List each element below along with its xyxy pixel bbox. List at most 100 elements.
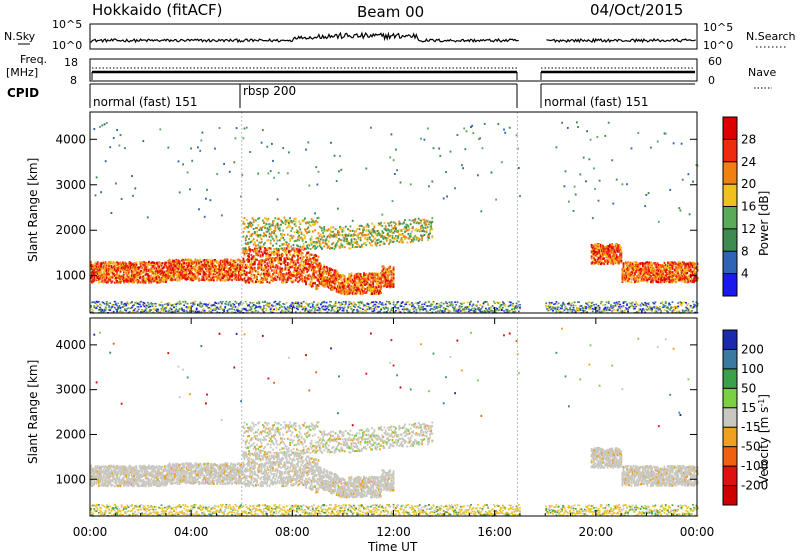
heatmap-cell	[153, 276, 156, 279]
heatmap-cell	[308, 263, 311, 266]
heatmap-cell	[142, 269, 145, 272]
heatmap-cell	[284, 259, 287, 262]
heatmap-cell	[191, 310, 194, 312]
heatmap-cell	[257, 224, 260, 227]
heatmap-cell	[302, 247, 305, 250]
heatmap-cell	[255, 306, 257, 309]
heatmap-cell	[208, 264, 211, 268]
heatmap-cell	[265, 252, 268, 255]
heatmap-cell	[192, 310, 195, 312]
heatmap-cell	[346, 309, 348, 312]
heatmap-cell	[278, 268, 281, 271]
heatmap-cell	[300, 277, 303, 280]
heatmap-cell	[330, 301, 332, 303]
heatmap-cell	[251, 239, 254, 242]
heatmap-cell	[256, 239, 258, 242]
heatmap-cell	[289, 217, 291, 220]
heatmap-cell	[284, 264, 287, 267]
heatmap-cell	[190, 147, 192, 150]
heatmap-cell	[331, 247, 334, 250]
heatmap-cell	[138, 275, 141, 278]
heatmap-cell	[132, 265, 134, 268]
heatmap-cell	[234, 259, 237, 262]
heatmap-cell	[350, 272, 353, 275]
heatmap-cell	[203, 265, 206, 269]
heatmap-cell	[299, 278, 302, 281]
heatmap-cell	[202, 263, 205, 266]
heatmap-cell	[136, 269, 139, 272]
heatmap-cell	[297, 267, 299, 270]
heatmap-cell	[326, 267, 329, 270]
heatmap-cell	[189, 272, 191, 275]
heatmap-cell	[236, 276, 239, 280]
heatmap-cell	[214, 268, 216, 271]
heatmap-cell	[251, 311, 254, 313]
heatmap-cell	[177, 268, 180, 271]
heatmap-cell	[226, 264, 229, 267]
heatmap-cell	[175, 262, 178, 265]
heatmap-cell	[274, 277, 277, 280]
heatmap-cell	[146, 310, 149, 313]
heatmap-cell	[297, 273, 299, 276]
heatmap-cell	[116, 273, 118, 276]
heatmap-cell	[259, 279, 262, 282]
heatmap-cell	[169, 274, 172, 277]
heatmap-cell	[242, 222, 245, 225]
heatmap-cell	[280, 305, 282, 307]
heatmap-cell	[181, 259, 183, 262]
heatmap-cell	[372, 301, 375, 303]
heatmap-cell	[281, 253, 283, 256]
heatmap-cell	[299, 262, 302, 265]
heatmap-cell	[95, 176, 98, 179]
heatmap-cell	[98, 265, 100, 268]
heatmap-cell	[293, 218, 296, 221]
heatmap-cell	[212, 278, 215, 281]
heatmap-cell	[298, 306, 301, 308]
heatmap-cell	[132, 194, 134, 197]
heatmap-cell	[306, 244, 308, 247]
heatmap-cell	[215, 267, 217, 270]
heatmap-cell	[253, 268, 256, 271]
heatmap-cell	[421, 239, 423, 242]
nave-tick-bottom: 0	[708, 74, 715, 87]
heatmap-cell	[176, 261, 179, 264]
heatmap-cell	[269, 261, 272, 264]
heatmap-cell	[205, 259, 207, 262]
heatmap-cell	[126, 276, 129, 279]
heatmap-cell	[265, 267, 268, 270]
heatmap-cell	[105, 269, 108, 272]
heatmap-cell	[349, 306, 352, 309]
heatmap-cell	[181, 276, 183, 279]
heatmap-cell	[393, 173, 396, 175]
heatmap-cell	[289, 250, 291, 253]
heatmap-cell	[231, 267, 233, 270]
heatmap-cell	[248, 271, 250, 274]
heatmap-cell	[243, 269, 246, 273]
heatmap-cell	[382, 304, 385, 306]
heatmap-cell	[227, 302, 230, 304]
heatmap-cell	[203, 215, 206, 218]
heatmap-cell	[357, 310, 360, 312]
heatmap-cell	[240, 276, 242, 279]
heatmap-cell	[102, 265, 105, 268]
heatmap-cell	[253, 310, 256, 313]
heatmap-cell	[104, 269, 107, 272]
heatmap-cell	[212, 307, 215, 310]
heatmap-cell	[241, 279, 244, 282]
heatmap-cell	[216, 173, 219, 175]
heatmap-cell	[101, 301, 104, 303]
heatmap-cell	[141, 271, 143, 274]
heatmap-cell	[275, 258, 278, 261]
heatmap-cell	[298, 276, 301, 279]
heatmap-cell	[332, 230, 335, 233]
heatmap-cell	[198, 311, 200, 313]
heatmap-cell	[131, 266, 133, 269]
heatmap-cell	[264, 270, 266, 273]
heatmap-cell	[309, 275, 312, 278]
heatmap-cell	[334, 228, 337, 231]
heatmap-cell	[174, 272, 176, 275]
heatmap-cell	[224, 261, 227, 264]
heatmap-cell	[236, 259, 239, 262]
heatmap-cell	[145, 272, 148, 275]
heatmap-cell	[273, 232, 275, 235]
